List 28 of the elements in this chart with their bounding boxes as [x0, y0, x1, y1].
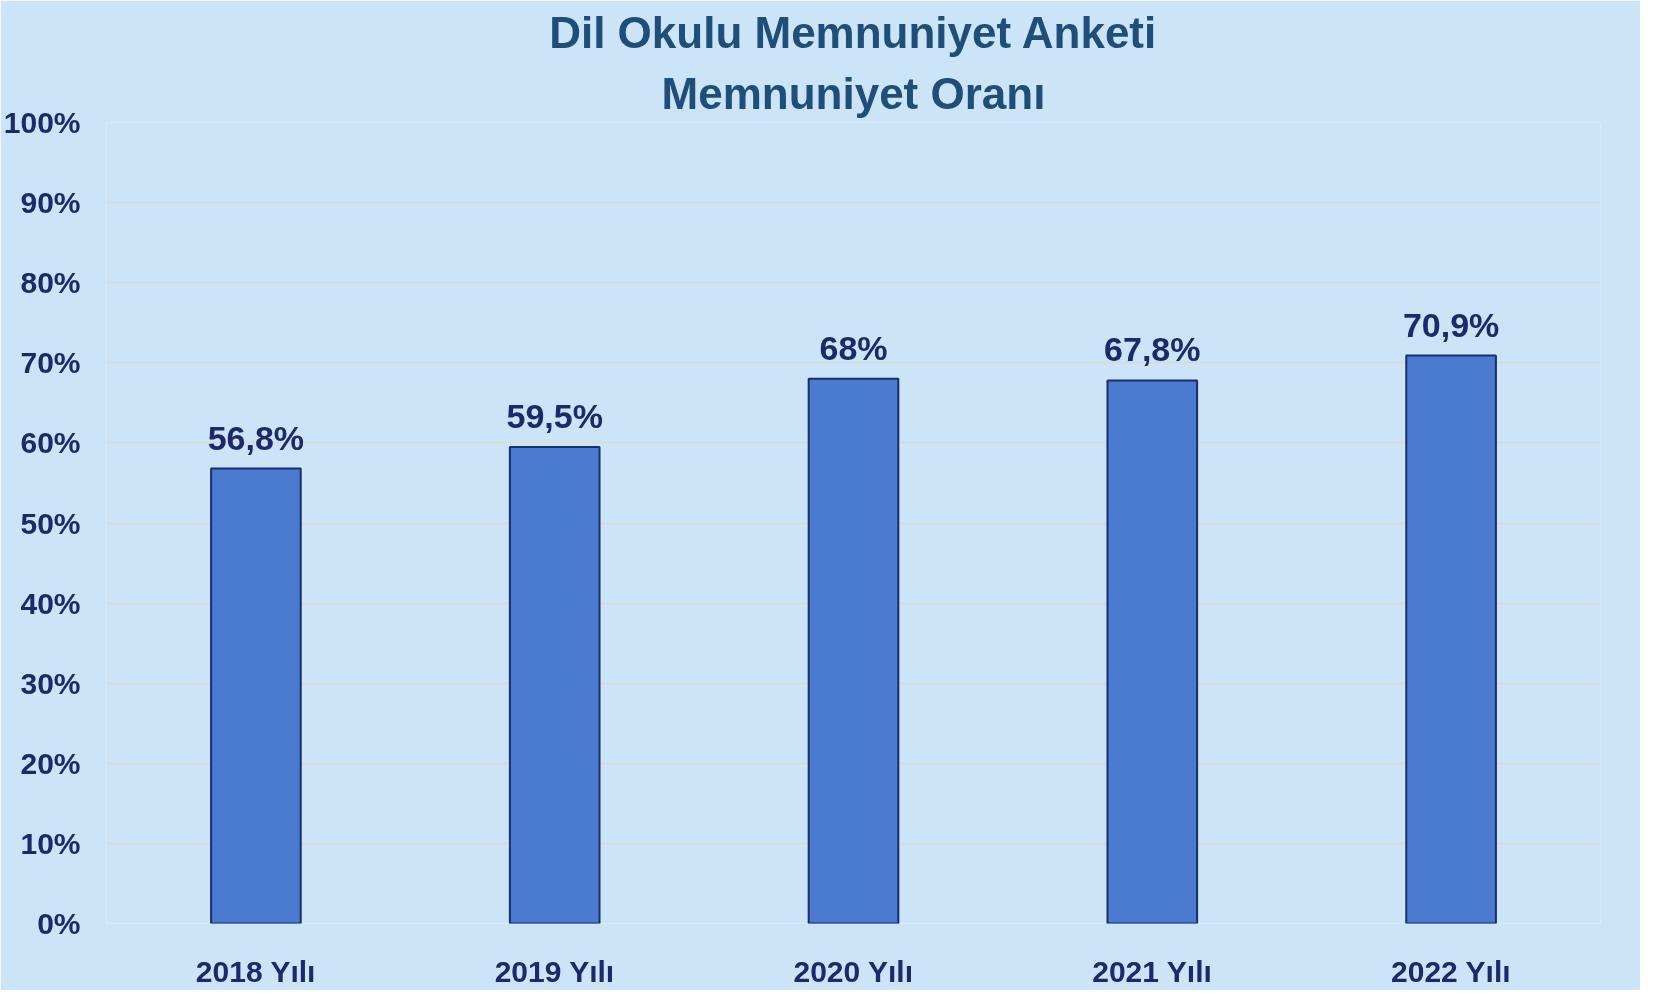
x-tick-label: 2018 Yılı — [195, 954, 316, 988]
y-tick-label: 70% — [20, 346, 81, 380]
x-tick-label: 2021 Yılı — [1092, 954, 1212, 988]
bar — [210, 467, 302, 924]
y-tick-label: 90% — [20, 186, 81, 220]
y-tick-label: 10% — [20, 826, 81, 860]
y-tick-label: 60% — [20, 426, 81, 460]
bar — [1106, 379, 1199, 924]
data-label: 68% — [819, 328, 888, 367]
y-tick-label: 30% — [20, 666, 81, 700]
y-tick-label: 40% — [20, 586, 81, 620]
data-label: 67,8% — [1104, 330, 1201, 369]
y-tick-label: 50% — [20, 506, 81, 540]
bar — [508, 445, 601, 924]
bar — [1405, 354, 1497, 924]
y-tick-label: 20% — [20, 746, 81, 780]
x-tick-label: 2022 Yılı — [1391, 954, 1511, 988]
y-tick-label: 80% — [20, 266, 81, 300]
data-label: 70,9% — [1402, 305, 1500, 344]
chart-title: Dil Okulu Memnuniyet Anketi — [549, 7, 1157, 57]
y-tick-label: 0% — [37, 907, 81, 940]
y-tick-label: 100% — [3, 106, 81, 139]
bar — [807, 377, 900, 924]
x-tick-label: 2020 Yılı — [793, 954, 913, 988]
chart-subtitle: Memnuniyet Oranı — [661, 68, 1046, 118]
data-label: 59,5% — [506, 396, 603, 435]
data-label: 56,8% — [207, 418, 305, 457]
x-tick-label: 2019 Yılı — [494, 954, 615, 988]
